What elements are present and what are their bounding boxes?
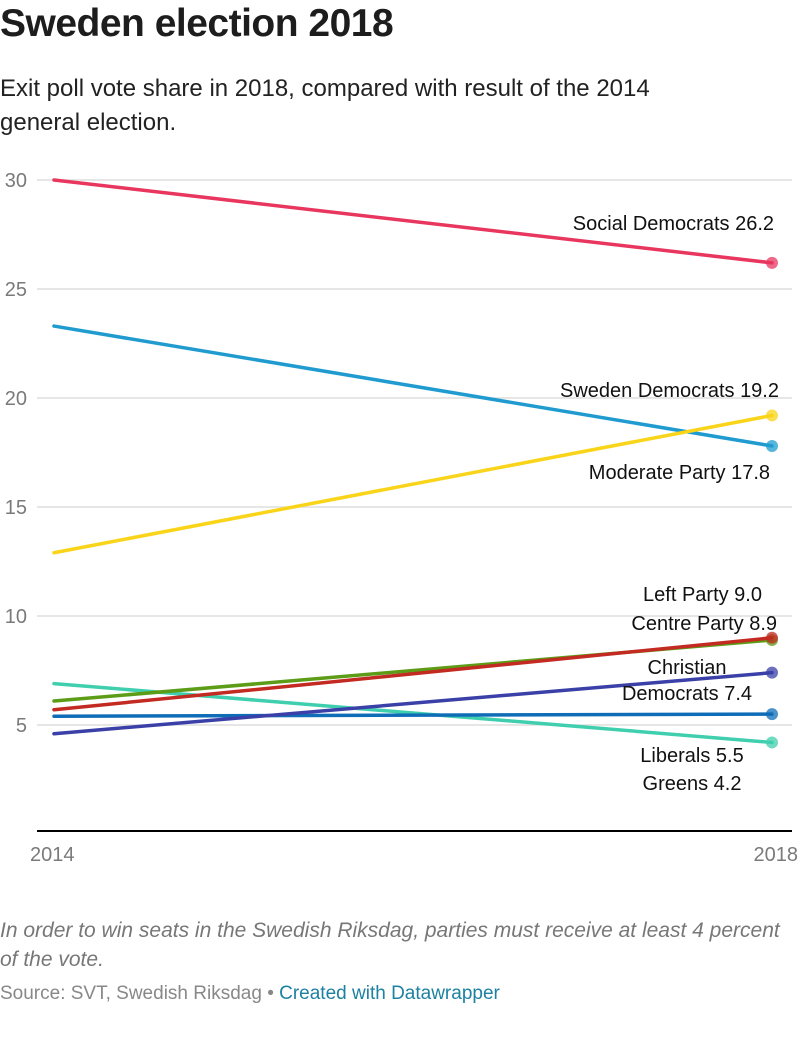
- series-lines: [52, 178, 778, 749]
- y-axis-ticks: 5 10 15 20 25 30: [5, 170, 27, 737]
- end-point-marker: [766, 631, 778, 644]
- chart-notes: In order to win seats in the Swedish Rik…: [0, 919, 780, 971]
- end-point-marker: [766, 409, 778, 422]
- source-line: Source: SVT, Swedish Riksdag • Created w…: [0, 983, 500, 1005]
- end-point-marker: [766, 736, 778, 749]
- series-line: [52, 178, 774, 265]
- gridlines: [37, 179, 792, 726]
- y-tick-label: 5: [16, 715, 27, 737]
- series-line: [52, 712, 774, 719]
- y-tick-label: 10: [5, 606, 27, 628]
- end-point-marker: [766, 439, 778, 452]
- series-label: Liberals 5.5: [640, 745, 743, 767]
- series-liberals: [52, 708, 778, 721]
- series-label: Left Party 9.0: [643, 584, 762, 606]
- x-axis-ticks: 2014 2018: [30, 844, 798, 866]
- y-tick-label: 20: [5, 388, 27, 410]
- series-line: [52, 670, 774, 736]
- series-left-party: [52, 631, 778, 712]
- series-label: Christian: [648, 657, 727, 679]
- series-label: Democrats 7.4: [622, 683, 752, 705]
- series-label: Centre Party 8.9: [631, 613, 777, 635]
- series-label: Greens 4.2: [643, 773, 742, 795]
- x-tick-label: 2014: [30, 844, 75, 866]
- y-tick-label: 30: [5, 170, 27, 192]
- series-labels: Social Democrats 26.2 Moderate Party 17.8…: [560, 213, 779, 795]
- chart-subtitle: Exit poll vote share in 2018, compared w…: [0, 75, 650, 136]
- datawrapper-credit-link[interactable]: Created with Datawrapper: [279, 983, 500, 1004]
- series-christian-democrats: [52, 666, 778, 736]
- chart-title: Sweden election 2018: [0, 2, 394, 45]
- series-label: Moderate Party 17.8: [589, 462, 770, 484]
- y-tick-label: 25: [5, 279, 27, 301]
- series-line: [52, 681, 774, 745]
- source-text: Source: SVT, Swedish Riksdag: [0, 983, 262, 1004]
- end-point-marker: [766, 256, 778, 269]
- series-label: Sweden Democrats 19.2: [560, 380, 779, 402]
- line-chart: 5 10 15 20 25 30 2014 2018 Social Democrats 26…: [5, 170, 798, 866]
- series-line: [52, 413, 774, 555]
- y-tick-label: 15: [5, 497, 27, 519]
- series-moderate-party: [52, 324, 778, 452]
- series-greens: [52, 681, 778, 749]
- end-point-marker: [766, 708, 778, 721]
- end-point-marker: [766, 666, 778, 679]
- x-tick-label: 2018: [754, 844, 799, 866]
- series-label: Social Democrats 26.2: [573, 213, 774, 235]
- series-line: [52, 324, 774, 448]
- series-sweden-democrats: [52, 409, 778, 555]
- separator-dot: •: [267, 983, 274, 1004]
- series-line: [52, 636, 774, 712]
- series-social-democrats: [52, 178, 778, 269]
